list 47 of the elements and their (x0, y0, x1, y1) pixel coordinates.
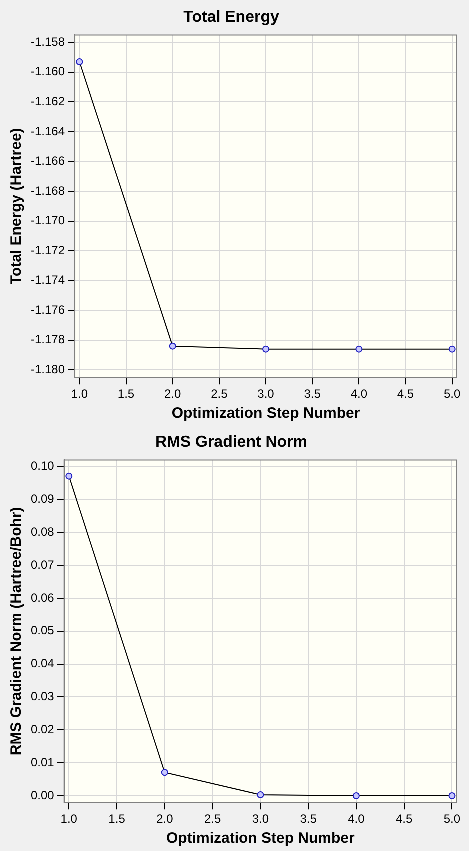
y-tick-label: -1.174 (30, 273, 66, 288)
x-tick-label: 1.0 (60, 812, 78, 826)
x-tick-label: 3.0 (252, 812, 270, 826)
y-tick-label: 0.06 (30, 590, 55, 605)
y-tick-label: -1.162 (30, 94, 66, 109)
y-tick-label: 0.10 (30, 459, 55, 474)
y-tick-label: 0.01 (30, 755, 55, 770)
x-tick-label: 3.0 (258, 387, 275, 402)
y-tick-label: -1.176 (30, 302, 66, 317)
y-tick-label: 0.00 (30, 788, 55, 802)
chart-title: Total Energy (184, 9, 280, 26)
x-tick-label: 4.5 (396, 812, 413, 826)
y-tick-label: 0.07 (30, 558, 55, 572)
y-axis-title: Total Energy (Hartree) (8, 128, 26, 285)
y-tick-label: 0.04 (30, 656, 55, 671)
y-tick-label: 0.08 (30, 524, 55, 539)
y-tick-label: 0.02 (30, 722, 55, 736)
y-tick-label: -1.178 (30, 332, 66, 347)
y-tick-label: -1.158 (30, 34, 66, 49)
y-axis-title: RMS Gradient Norm (Hartree/Bohr) (8, 507, 26, 756)
x-tick-label: 1.0 (71, 387, 88, 402)
x-axis-title: Optimization Step Number (172, 405, 360, 422)
x-tick-label: 2.5 (204, 812, 222, 826)
y-tick-label: -1.172 (30, 243, 66, 258)
x-tick-label: 2.5 (211, 387, 228, 402)
x-tick-label: 2.0 (156, 812, 174, 826)
x-axis-title: Optimization Step Number (166, 830, 356, 848)
y-tick-label: -1.160 (30, 64, 66, 79)
y-tick-label: -1.166 (30, 154, 66, 168)
y-tick-label: -1.170 (30, 214, 66, 228)
x-tick-label: 3.5 (300, 812, 318, 826)
y-tick-label: 0.03 (30, 690, 55, 704)
chart-title: RMS Gradient Norm (155, 434, 308, 452)
y-tick-label: -1.168 (30, 184, 66, 198)
x-tick-label: 1.5 (108, 812, 126, 826)
x-tick-label: 4.0 (350, 387, 368, 402)
x-tick-label: 1.5 (118, 387, 135, 402)
x-tick-label: 2.0 (164, 387, 182, 402)
x-tick-label: 4.5 (397, 387, 414, 402)
x-tick-label: 5.0 (444, 387, 462, 402)
x-tick-label: 4.0 (348, 812, 366, 826)
y-tick-label: 0.09 (30, 492, 55, 506)
y-tick-label: -1.164 (30, 124, 66, 138)
x-tick-label: 5.0 (444, 812, 461, 826)
y-tick-label: -1.180 (30, 362, 66, 376)
y-tick-label: 0.05 (30, 624, 55, 638)
x-tick-label: 3.5 (304, 387, 322, 402)
